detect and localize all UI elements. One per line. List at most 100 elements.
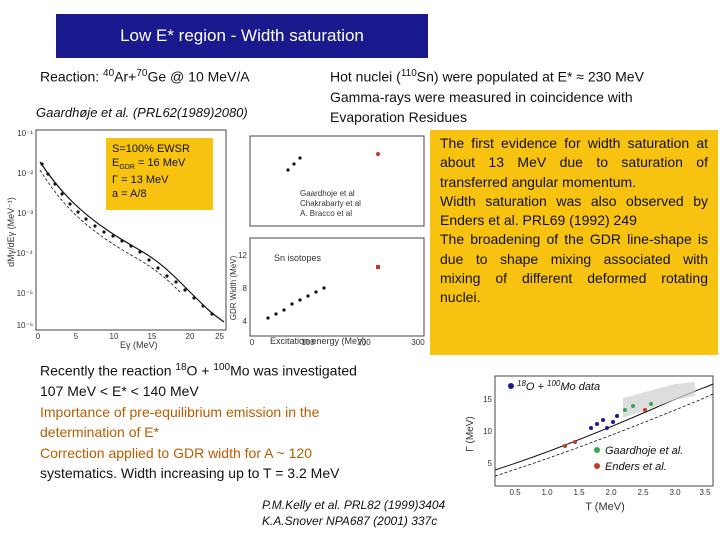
temp-xtick-1: 1.0: [541, 488, 553, 497]
spectrum-xtick-1: 5: [74, 332, 79, 341]
recent-line-3: Importance of pre-equilibrium emission i…: [40, 403, 320, 420]
temp-ytick-2: 5: [488, 459, 493, 468]
temp-xtick-0: 0.5: [509, 488, 521, 497]
ewsr-energy-prefix: E: [112, 156, 120, 169]
citation-kelly: P.M.Kelly et al. PRL82 (1999)3404: [262, 498, 446, 512]
sn-lower-red-point: [376, 265, 380, 269]
spectrum-x-ticks: 0 5 10 15 20 25: [36, 332, 225, 341]
sn-legend: Gaardhoje et al Chakrabarty et al A. Bra…: [300, 189, 361, 218]
spectrum-plot-svg: 10⁻¹ 10⁻² 10⁻³ 10⁻⁴ 10⁻⁵ 10⁻⁶ 0 5 10 15 …: [6, 129, 227, 341]
sn-ytick-1: 8: [243, 284, 248, 293]
spectrum-plot: 10⁻¹ 10⁻² 10⁻³ 10⁻⁴ 10⁻⁵ 10⁻⁶ 0 5 10 15 …: [0, 122, 232, 344]
explanation-p3: The broadening of the GDR line-shape is …: [440, 231, 708, 306]
temp-legend-enders: Enders et al.: [605, 461, 667, 473]
hot-nuclei-text: Hot nuclei (110Sn) were populated at E* …: [330, 64, 715, 127]
temp-xlabel: T (MeV): [585, 501, 625, 513]
spectrum-ytick-2: 10⁻³: [17, 209, 33, 218]
slide-title: Low E* region - Width saturation: [56, 14, 428, 58]
spectrum-ytick-3: 10⁻⁴: [16, 249, 33, 258]
sn-xtick-1: 100: [301, 338, 315, 347]
sn-legend-1: Chakrabarty et al: [300, 199, 361, 208]
recent-line-1a: Recently the reaction: [40, 362, 176, 379]
temp-xtick-6: 3.5: [699, 488, 711, 497]
sn-ylabel: GDR Width (MeV): [229, 255, 238, 320]
recent-line-1c: Mo was investigated: [230, 362, 357, 379]
sn-xtick-2: 200: [357, 338, 371, 347]
spectrum-xlabel: Eγ (MeV): [120, 340, 158, 350]
temp-xtick-4: 2.5: [637, 488, 649, 497]
temp-gaardhoje-points: [623, 402, 653, 412]
explanation-box: The first evidence for width saturation …: [430, 130, 718, 355]
ewsr-strength: S=100% EWSR: [112, 143, 190, 155]
ewsr-energy-sub: GDR: [119, 163, 135, 171]
recent-line-1: Recently the reaction 18O + 100Mo was in…: [40, 358, 440, 381]
sn-legend-2: A. Bracco et al: [300, 209, 352, 218]
spectrum-ytick-0: 10⁻¹: [17, 129, 33, 138]
recent-line-1b: O +: [186, 362, 214, 379]
spectrum-xtick-3: 15: [148, 332, 157, 341]
reaction-nucleus1: Ar+: [114, 68, 137, 85]
temp-x-ticks: 0.5 1.0 1.5 2.0 2.5 3.0 3.5: [509, 488, 711, 497]
temp-ylabel: Γ (MeV): [465, 416, 476, 452]
sn-x-ticks: 0 100 200 300: [250, 338, 425, 347]
hot-line-1: Hot nuclei (110Sn) were populated at E* …: [330, 64, 715, 87]
sn-upper-points: [286, 156, 302, 172]
sn-xtick-3: 300: [411, 338, 425, 347]
ewsr-energy-value: = 16 MeV: [134, 156, 186, 169]
slide-title-text: Low E* region - Width saturation: [120, 26, 364, 45]
spectrum-statistical-curve: [39, 169, 181, 293]
sn-lower-frame: [249, 237, 425, 337]
recent-line-4: determination of E*: [40, 424, 160, 441]
temp-xtick-5: 3.0: [669, 488, 681, 497]
temp-xtick-2: 1.5: [573, 488, 585, 497]
recent-line-5: Correction applied to GDR width for A ~ …: [40, 444, 312, 461]
sn-y-ticks: 12 8 4: [238, 251, 247, 326]
temp-model-curve: [494, 383, 714, 471]
recent-line-2: 107 MeV < E* < 140 MeV: [40, 383, 199, 400]
spectrum-ytick-1: 10⁻²: [17, 169, 33, 178]
ewsr-energy: EGDR = 16 MeV: [112, 157, 207, 175]
temp-y-ticks: 15 10 5: [483, 395, 492, 468]
hot-line-2: Gamma-rays were measured in coincidence …: [330, 88, 633, 105]
temp-ytick-0: 15: [483, 395, 492, 404]
ewsr-a: a = A/8: [112, 187, 147, 200]
spectrum-ytick-4: 10⁻⁵: [17, 289, 33, 298]
sn-upper-red-point: [376, 152, 380, 156]
hot-line-1-sup: 110: [400, 68, 417, 79]
citation-snover: K.A.Snover NPA687 (2001) 337c: [262, 514, 438, 528]
temp-legend-mo: 18O + 100Mo data: [517, 379, 600, 394]
hot-line-1a: Hot nuclei (: [330, 68, 401, 85]
reaction-prefix: Reaction:: [40, 68, 104, 85]
spectrum-xtick-0: 0: [36, 332, 41, 341]
spectrum-ylabel: dMγ/dEγ (MeV⁻¹): [6, 197, 16, 267]
recent-line-1-sup1: 18: [175, 362, 187, 373]
recent-reaction-text: Recently the reaction 18O + 100Mo was in…: [40, 358, 440, 484]
citations: P.M.Kelly et al. PRL82 (1999)3404 K.A.Sn…: [262, 497, 445, 529]
temp-mo-points: [589, 414, 619, 430]
temp-legend-gaardhoje: Gaardhoje et al.: [605, 445, 683, 457]
explanation-p2: Width saturation was also observed by En…: [440, 192, 708, 229]
temp-band: [623, 382, 695, 418]
width-vs-temperature-plot: Γ (MeV) 15 10 5 0.5 1.0 1.5 2.0 2.5 3.0 …: [455, 362, 717, 522]
sn-ytick-2: 4: [243, 317, 248, 326]
sn-ytick-0: 12: [238, 251, 247, 260]
spectrum-ytick-5: 10⁻⁶: [17, 321, 33, 330]
recent-line-6: systematics. Width increasing up to T = …: [40, 465, 340, 482]
spectrum-frame: [35, 129, 227, 331]
reaction-line: Reaction: 40Ar+70Ge @ 10 MeV/A: [40, 68, 250, 85]
spectrum-xtick-4: 20: [186, 332, 195, 341]
width-vs-temperature-svg: Γ (MeV) 15 10 5 0.5 1.0 1.5 2.0 2.5 3.0 …: [465, 375, 714, 513]
sn-upper-frame: [249, 135, 425, 227]
sn-width-plot: Gaardhoje et al Chakrabarty et al A. Bra…: [228, 128, 428, 352]
explanation-p1: The first evidence for width saturation …: [440, 135, 708, 190]
hot-line-1b: Sn) were populated at E* ≈ 230 MeV: [416, 68, 644, 85]
temp-legend-mo-marker: [508, 383, 514, 389]
temp-plot-frame: [494, 375, 714, 487]
temp-xtick-3: 2.0: [605, 488, 617, 497]
reaction-mass2: 70: [136, 68, 148, 79]
temp-legend-gaardhoje-marker: [594, 447, 600, 453]
reference-gaardhoje: Gaardhøje et al. (PRL62(1989)2080): [36, 105, 248, 120]
sn-isotopes-label: Sn isotopes: [274, 253, 322, 263]
sn-xlabel: Excitation energy (MeV): [270, 336, 367, 346]
spectrum-xtick-5: 25: [215, 332, 224, 341]
